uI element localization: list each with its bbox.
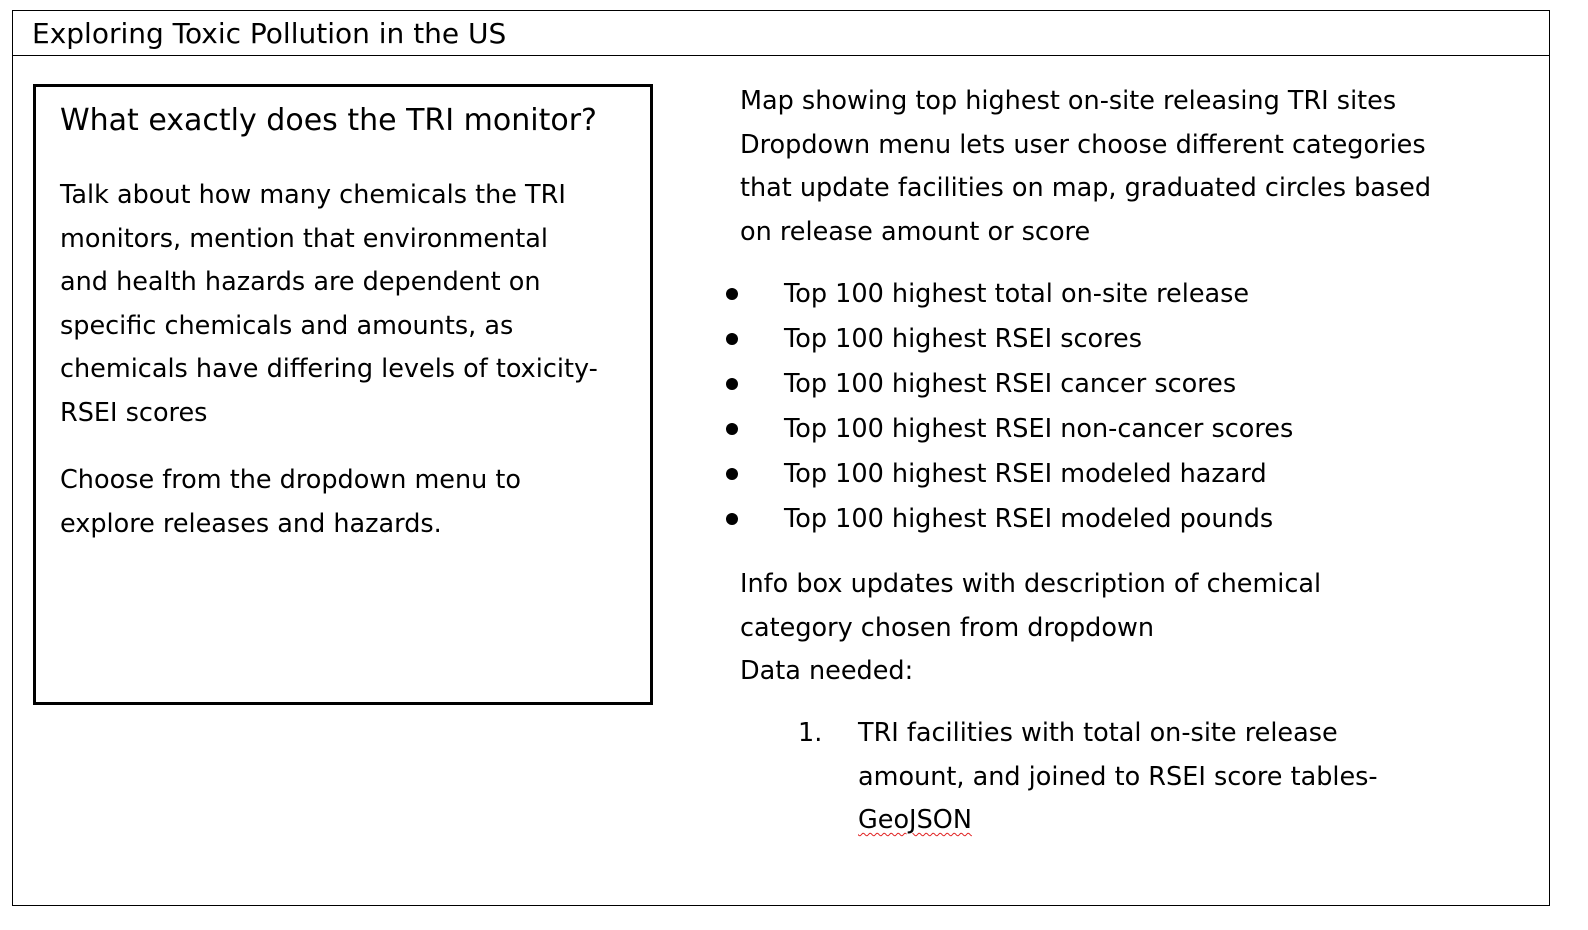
info-line: Choose from the dropdown menu to	[60, 465, 522, 495]
map-description-line: Map showing top highest on-site releasin…	[740, 86, 1397, 116]
bullet-icon	[726, 333, 738, 345]
notes-line: category chosen from dropdown	[740, 612, 1154, 643]
info-box: What exactly does the TRI monitor? Talk …	[33, 84, 653, 705]
list-item-label: Top 100 highest RSEI non-cancer scores	[784, 414, 1294, 444]
wireframe-frame: Exploring Toxic Pollution in the US	[12, 10, 1550, 906]
data-needed-line: TRI facilities with total on-site releas…	[858, 718, 1338, 748]
list-number: 1.	[798, 718, 823, 748]
info-line: RSEI scores	[60, 397, 208, 428]
bullet-icon	[726, 378, 738, 390]
info-line: specific chemicals and amounts, as	[60, 310, 514, 341]
data-needed-item: TRI facilities with total on-site releas…	[858, 712, 1438, 843]
notes-line: Data needed:	[740, 656, 914, 686]
list-item-label: Top 100 highest RSEI modeled hazard	[784, 459, 1267, 489]
info-box-description: Talk about how many chemicals the TRI mo…	[60, 174, 635, 435]
map-description-line: that update facilities on map, graduated…	[740, 173, 1432, 203]
bullet-icon	[726, 513, 738, 525]
bullet-icon	[726, 423, 738, 435]
spellcheck-word: GeoJSON	[858, 805, 972, 835]
map-description: Map showing top highest on-site releasin…	[740, 80, 1500, 254]
bullet-icon	[726, 288, 738, 300]
list-item-label: Top 100 highest RSEI cancer scores	[784, 369, 1237, 399]
data-needed-line: GeoJSON	[858, 799, 1438, 843]
list-item-label: Top 100 highest total on-site release	[784, 279, 1250, 309]
info-line: chemicals have differing levels of toxic…	[60, 354, 598, 384]
info-box-notes: Info box updates with description of che…	[740, 563, 1500, 694]
info-box-instruction: Choose from the dropdown menu to explore…	[60, 459, 635, 546]
map-description-line: on release amount or score	[740, 216, 1091, 247]
title-bar: Exploring Toxic Pollution in the US	[13, 11, 1549, 56]
list-item-label: Top 100 highest RSEI modeled pounds	[784, 504, 1274, 534]
info-line: monitors, mention that environmental	[60, 223, 548, 254]
page-title: Exploring Toxic Pollution in the US	[32, 17, 507, 50]
info-box-heading: What exactly does the TRI monitor?	[60, 103, 597, 138]
map-description-line: Dropdown menu lets user choose different…	[740, 129, 1426, 160]
info-line: explore releases and hazards.	[60, 508, 442, 539]
data-needed-line: amount, and joined to RSEI score tables-	[858, 761, 1378, 792]
bullet-icon	[726, 468, 738, 480]
list-item-label: Top 100 highest RSEI scores	[784, 324, 1143, 354]
info-line: and health hazards are dependent on	[60, 267, 541, 297]
notes-line: Info box updates with description of che…	[740, 569, 1322, 599]
info-line: Talk about how many chemicals the TRI	[60, 180, 566, 210]
